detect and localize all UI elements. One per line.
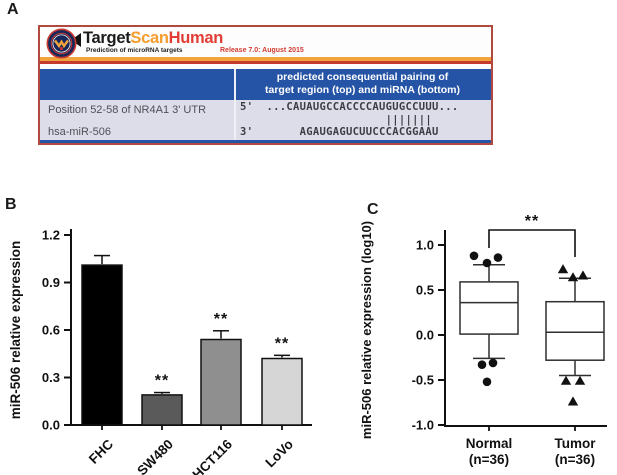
group-sublabel-normal: (n=36): [469, 452, 509, 467]
bar-LoVo: [261, 357, 303, 426]
targetscan-release: Release 7.0: August 2015: [220, 47, 304, 54]
y-tick-label: -1.0: [412, 418, 434, 433]
outlier-point-normal: [493, 253, 503, 262]
panel-c-label: C: [367, 201, 379, 218]
group-label-normal: Normal: [466, 436, 513, 451]
table-header-line1: predicted consequential pairing of: [276, 71, 449, 83]
group-label-tumor: Tumor: [555, 436, 597, 451]
targetscan-logo-icon: [46, 28, 77, 59]
pairing-bars: |||||||: [240, 113, 433, 126]
mirna-name-label: hsa-miR-506: [48, 126, 111, 138]
bar-FHC: [81, 264, 123, 426]
y-axis-title: miR-506 relative expression (log10): [359, 221, 374, 439]
targetscan-title-scan: Scan: [130, 29, 169, 47]
y-tick-label: 0.0: [416, 328, 434, 343]
outlier-point-normal: [488, 358, 498, 368]
y-tick-label: 1.0: [416, 238, 434, 253]
y-tick-label: 0.9: [42, 275, 60, 290]
target-sequence: 5' ...CAUAUGCCACCCCAUGUGCCUUU...: [240, 101, 459, 113]
target-site-position-label: Position 52-58 of NR4A1 3' UTR: [48, 104, 207, 116]
y-tick-label: 0.3: [42, 370, 60, 385]
x-tick-label-HCT116: HCT116: [189, 436, 235, 475]
outlier-point-tumor: [577, 270, 589, 280]
table-header-line2: target region (top) and miRNA (bottom): [264, 84, 460, 96]
outlier-point-normal: [469, 251, 479, 261]
panel-b-label: B: [5, 196, 17, 213]
outlier-point-tumor: [557, 264, 569, 274]
table-bottom-border: [40, 140, 491, 143]
outlier-point-normal: [477, 360, 487, 369]
x-tick-label-SW480: SW480: [134, 437, 176, 475]
targetscan-title: TargetScanHuman: [83, 29, 223, 48]
box-normal: [459, 281, 519, 335]
y-tick-label: 0.0: [42, 418, 60, 433]
logo-stripe-red: [40, 61, 491, 64]
box-tumor: [545, 300, 605, 361]
targetscan-screenshot: TargetScanHuman Prediction of microRNA t…: [38, 25, 493, 145]
y-axis-title: miR-506 relative expression: [8, 241, 23, 420]
outlier-point-tumor: [560, 375, 572, 385]
targetscan-title-target: Target: [83, 29, 131, 47]
bar-SW480: [141, 394, 183, 426]
y-tick-label: 0.5: [416, 283, 434, 298]
outlier-point-tumor: [567, 396, 579, 406]
table-header-text: predicted consequential pairing of targe…: [236, 71, 489, 97]
y-tick-label: -0.5: [412, 373, 434, 388]
panel-a-label: A: [7, 1, 19, 18]
targetscan-subtitle: Prediction of microRNA targets: [86, 47, 183, 54]
significance-label: **: [525, 213, 539, 230]
table-column-divider: [234, 69, 236, 140]
significance-bracket: [488, 229, 576, 257]
targetscan-title-human: Human: [168, 29, 224, 47]
significance-SW480: **: [155, 373, 169, 390]
x-tick-label-FHC: FHC: [86, 436, 116, 466]
outlier-point-tumor: [567, 272, 579, 282]
pairing-alignment: 5' ...CAUAUGCCACCCCAUGUGCCUUU... |||||||…: [240, 101, 459, 139]
logo-stripe-orange: [40, 57, 491, 61]
significance-HCT116: **: [214, 311, 228, 328]
group-sublabel-tumor: (n=36): [555, 452, 595, 467]
outlier-point-normal: [482, 258, 492, 268]
targetscan-logo-row: TargetScanHuman Prediction of microRNA t…: [40, 27, 491, 59]
x-tick-label-LoVo: LoVo: [262, 437, 296, 471]
outlier-point-tumor: [574, 375, 586, 385]
y-tick-label: 0.6: [42, 323, 60, 338]
outlier-point-normal: [482, 377, 492, 387]
bar-HCT116: [200, 338, 242, 426]
table-body: Position 52-58 of NR4A1 3' UTR hsa-miR-5…: [40, 100, 491, 140]
table-header-row: predicted consequential pairing of targe…: [40, 69, 491, 100]
significance-LoVo: **: [275, 335, 289, 352]
bar-chart: 0.0 0.3 0.6 0.9 1.2 miR-506 relative expressi…: [8, 228, 312, 475]
box-plot: -1.0 -0.5 0.0 0.5 1.0 miR-506 relative expres…: [359, 213, 607, 467]
y-tick-label: 1.2: [42, 228, 60, 243]
mirna-sequence: 3' AGAUGAGUCUUCCCACGGAAU: [240, 126, 439, 138]
